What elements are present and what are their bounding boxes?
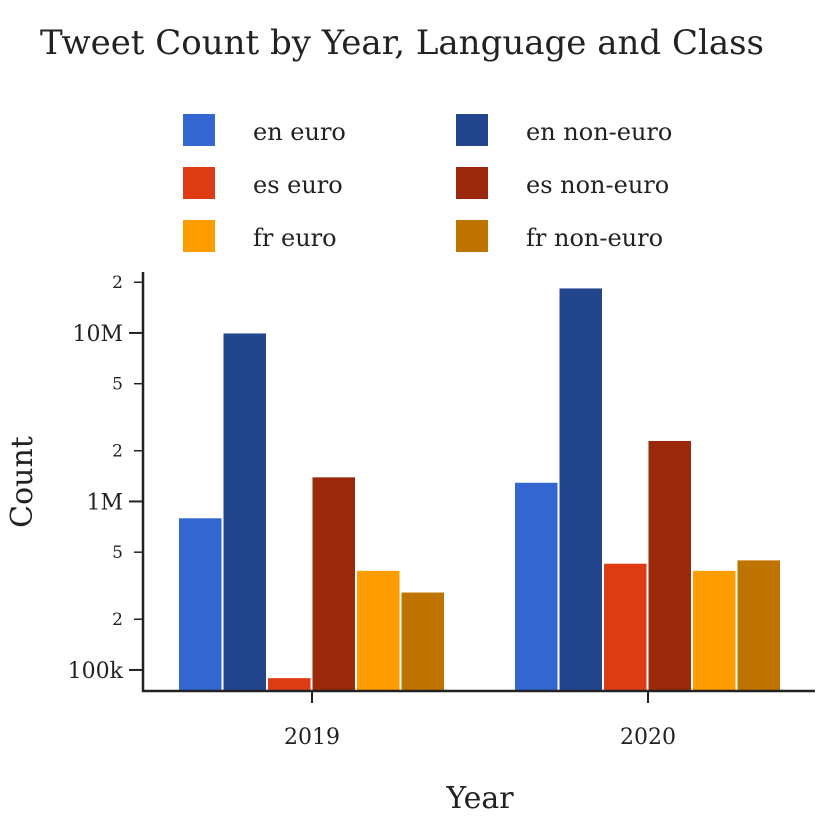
y-axis-title: Count [5, 436, 40, 528]
bar-2020-es-euro [603, 562, 648, 692]
bars [178, 287, 781, 692]
y-minor-tick-label: 5 [112, 543, 123, 563]
chart-title: Tweet Count by Year, Language and Class [40, 23, 764, 63]
y-minor-tick-label: 2 [112, 273, 123, 293]
y-minor-tick-label: 2 [112, 442, 123, 462]
x-tick-label-2019: 2019 [284, 725, 340, 750]
bar-2019-en-euro [178, 517, 223, 692]
bar-2019-fr-euro [356, 569, 401, 692]
legend-swatch-fr-non-euro [456, 220, 488, 252]
legend-label-fr-euro: fr euro [253, 224, 337, 252]
bar-2020-es-non-euro [647, 439, 692, 692]
legend-swatch-es-non-euro [456, 167, 488, 199]
axes: 100k 1M 10M 2 5 2 5 2 2019 2020 [68, 272, 815, 750]
legend-swatch-en-euro [183, 114, 215, 146]
y-minor-tick-label: 5 [112, 375, 123, 395]
bar-2020-fr-euro [692, 569, 737, 692]
legend: en euro en non-euro es euro es non-euro fr e… [183, 114, 672, 252]
x-axis-title: Year [445, 781, 514, 816]
legend-label-es-euro: es euro [253, 171, 343, 199]
legend-swatch-fr-euro [183, 220, 215, 252]
legend-label-en-non-euro: en non-euro [526, 118, 672, 146]
y-tick-label: 1M [86, 490, 123, 515]
x-tick-label-2020: 2020 [620, 725, 676, 750]
y-minor-tick-label: 2 [112, 610, 123, 630]
bar-2020-fr-non-euro [736, 559, 781, 692]
legend-swatch-es-euro [183, 167, 215, 199]
bar-2019-es-euro [267, 677, 312, 692]
y-tick-label: 10M [72, 322, 123, 347]
bar-2019-en-non-euro [222, 332, 267, 692]
legend-label-fr-non-euro: fr non-euro [526, 224, 663, 252]
bar-2020-en-euro [514, 481, 559, 692]
legend-label-en-euro: en euro [253, 118, 346, 146]
bar-2020-en-non-euro [558, 287, 603, 692]
legend-swatch-en-non-euro [456, 114, 488, 146]
legend-label-es-non-euro: es non-euro [526, 171, 669, 199]
bar-2019-fr-non-euro [400, 591, 445, 692]
y-tick-label: 100k [68, 659, 124, 684]
bar-2019-es-non-euro [311, 476, 356, 692]
